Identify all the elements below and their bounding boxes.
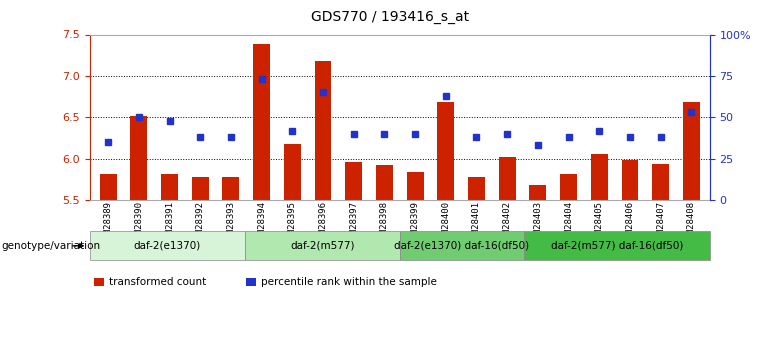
Text: daf-2(e1370): daf-2(e1370) [133,241,200,251]
Bar [346,162,362,200]
Bar [438,102,454,200]
Bar [222,177,239,200]
Bar [161,174,178,200]
Bar [652,164,669,200]
Text: transformed count: transformed count [109,277,207,287]
Bar [254,45,270,200]
Bar [314,61,332,200]
Text: percentile rank within the sample: percentile rank within the sample [261,277,437,287]
Bar [192,177,209,200]
Bar [284,144,301,200]
Bar [468,177,485,200]
Text: daf-2(e1370) daf-16(df50): daf-2(e1370) daf-16(df50) [394,241,530,251]
Text: daf-2(m577): daf-2(m577) [290,241,354,251]
Bar [560,174,577,200]
Bar [498,157,516,200]
Bar [376,165,393,200]
Bar [130,116,147,200]
Bar [590,154,608,200]
Text: genotype/variation: genotype/variation [2,241,101,251]
Bar [530,185,546,200]
Text: GDS770 / 193416_s_at: GDS770 / 193416_s_at [311,10,469,24]
Bar [622,160,638,200]
Bar [100,174,116,200]
Text: daf-2(m577) daf-16(df50): daf-2(m577) daf-16(df50) [551,241,683,251]
Bar [406,172,424,200]
Bar [683,102,700,200]
